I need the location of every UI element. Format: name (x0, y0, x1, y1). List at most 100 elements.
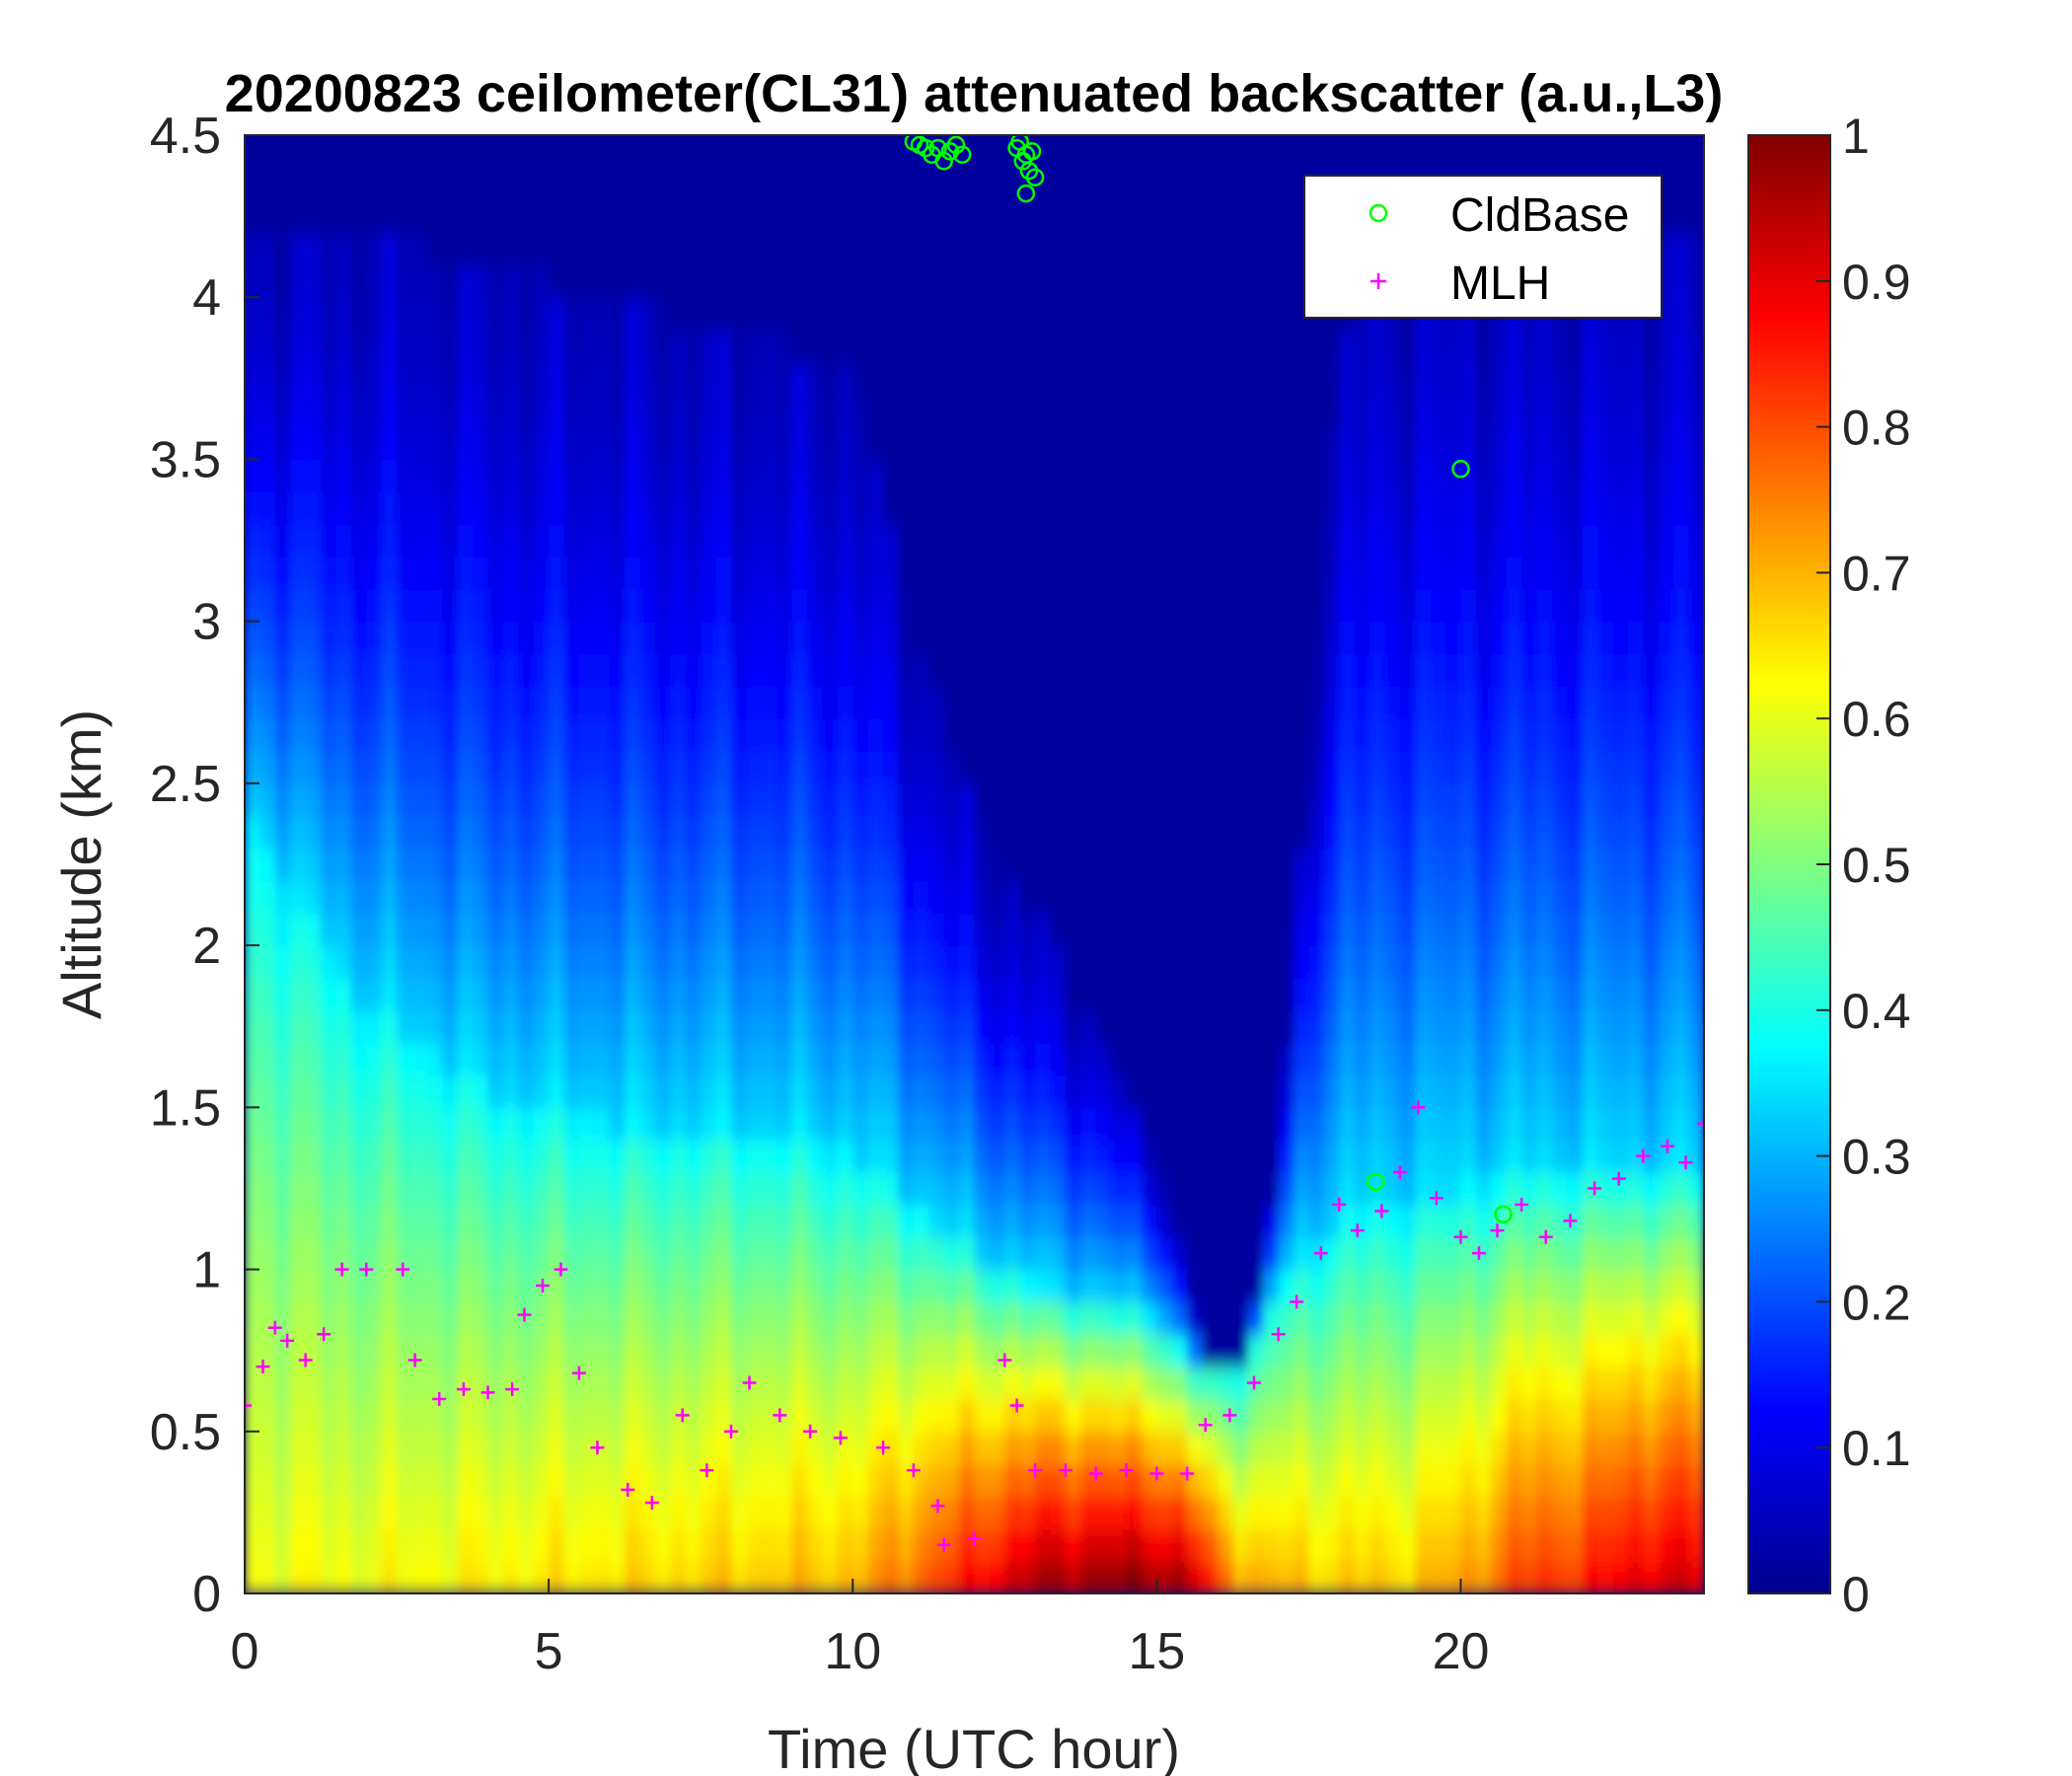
mlh-point (1350, 1223, 1365, 1238)
heat-cell (1582, 426, 1599, 461)
heat-cell (1202, 1561, 1219, 1593)
heat-cell (518, 135, 535, 169)
heat-cell (1369, 1042, 1386, 1076)
heat-cell (1354, 1496, 1371, 1530)
heat-cell (1582, 1269, 1599, 1303)
heat-cell (807, 782, 824, 817)
heat-cell (625, 491, 641, 526)
heat-cell (1308, 653, 1325, 688)
heat-cell (1247, 135, 1265, 169)
heat-cell (549, 264, 565, 299)
heat-cell (746, 491, 763, 526)
heat-cell (1308, 1042, 1325, 1076)
heat-cell (883, 751, 900, 784)
heat-cell (397, 1367, 413, 1400)
heat-cell (1323, 718, 1341, 752)
heat-cell (1399, 1009, 1417, 1044)
heat-cell (1263, 232, 1280, 266)
heat-cell (563, 588, 580, 623)
heat-cell (1035, 1074, 1052, 1109)
heat-cell (1612, 1561, 1629, 1593)
heat-cell (898, 1172, 915, 1206)
heat-cell (701, 524, 717, 557)
heat-cell (761, 199, 778, 234)
heat-cell (837, 394, 854, 428)
heat-cell (259, 1204, 276, 1238)
heat-cell (1673, 815, 1690, 850)
heat-cell (715, 751, 732, 784)
heat-cell (1218, 1042, 1234, 1076)
heat-cell (502, 1561, 520, 1593)
heat-cell (1536, 1301, 1553, 1336)
heat-cell (1065, 913, 1082, 947)
heat-cell (670, 815, 687, 850)
heat-cell (426, 1561, 444, 1593)
heat-cell (533, 945, 551, 979)
heat-cell (1551, 1140, 1569, 1173)
heat-cell (974, 135, 991, 169)
heat-cell (457, 491, 475, 526)
heat-cell (1142, 1236, 1158, 1271)
heat-cell (1658, 653, 1675, 688)
heat-cell (639, 1561, 656, 1593)
heat-cell (1567, 394, 1584, 428)
heat-cell (1065, 1140, 1082, 1173)
heat-cell (655, 1204, 672, 1238)
heat-cell (594, 556, 611, 590)
heat-cell (670, 1074, 687, 1109)
heat-cell (639, 556, 656, 590)
heat-cell (366, 1074, 383, 1109)
heat-cell (1156, 1009, 1173, 1044)
heat-cell (1399, 135, 1417, 169)
heat-cell (594, 1496, 611, 1530)
heat-cell (609, 491, 627, 526)
heat-cell (746, 1301, 763, 1336)
heat-cell (1430, 524, 1447, 557)
heat-cell (305, 718, 322, 752)
heat-cell (1004, 167, 1021, 201)
heat-cell (518, 978, 535, 1011)
heat-cell (1369, 686, 1386, 720)
heat-cell (594, 782, 611, 817)
heat-cell (1369, 1074, 1386, 1109)
heat-cell (549, 1172, 565, 1206)
heat-cell (259, 978, 276, 1011)
heat-cell (731, 751, 748, 784)
heat-cell (321, 1009, 337, 1044)
heat-cell (1521, 815, 1538, 850)
heat-cell (1308, 1431, 1325, 1465)
heat-cell (305, 1236, 322, 1271)
heat-cell (245, 1496, 261, 1530)
heat-cell (959, 459, 976, 493)
heat-cell (761, 1009, 778, 1044)
heat-cell (1384, 1398, 1401, 1433)
heat-cell (350, 978, 368, 1011)
heat-cell (290, 751, 307, 784)
heat-cell (761, 1140, 778, 1173)
heat-cell (594, 1204, 611, 1238)
heat-cell (1308, 1204, 1325, 1238)
heat-cell (852, 1334, 869, 1368)
heat-cell (1339, 815, 1356, 850)
heat-cell (1142, 1496, 1158, 1530)
heat-cell (1551, 1074, 1569, 1109)
heat-cell (1460, 1528, 1477, 1563)
heat-cell (1460, 782, 1477, 817)
heat-cell (1050, 751, 1067, 784)
heat-cell (487, 588, 504, 623)
heat-cell (1506, 751, 1523, 784)
heat-cell (1263, 1431, 1280, 1465)
heat-cell (290, 330, 307, 363)
heat-cell (1384, 1301, 1401, 1336)
heat-cell (791, 686, 808, 720)
heat-cell (1247, 782, 1265, 817)
heat-cell (1156, 1140, 1173, 1173)
heat-cell (959, 686, 976, 720)
heat-cell (350, 1172, 368, 1206)
heat-cell (1050, 1528, 1067, 1563)
heat-cell (457, 199, 475, 234)
mlh-point (396, 1262, 410, 1277)
heat-cell (1278, 1204, 1295, 1238)
heat-cell (791, 426, 808, 461)
heat-cell (670, 1496, 687, 1530)
